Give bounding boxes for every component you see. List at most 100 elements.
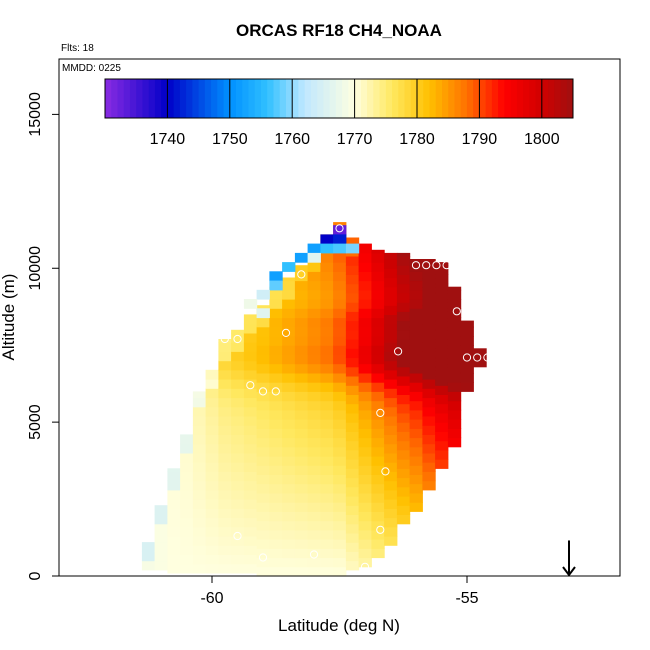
heatmap-cell [333, 446, 347, 457]
heatmap-cell [294, 446, 309, 457]
heatmap-cell [294, 391, 309, 402]
heatmap-cell [269, 391, 283, 402]
heatmap-cell [180, 554, 194, 565]
heatmap-cell [307, 566, 321, 577]
colorbar: 1740 1750 1760 1770 1780 1790 1800 [104, 78, 574, 148]
flight-point [376, 408, 385, 417]
colorbar-tick-label: 1760 [274, 131, 310, 148]
colorbar-frame [104, 78, 574, 119]
heatmap-cell [269, 382, 283, 392]
heatmap-cell [307, 539, 321, 549]
heatmap-cell [371, 437, 385, 448]
heatmap-cell [167, 526, 181, 537]
heatmap-cell [192, 452, 207, 463]
heatmap-cell [422, 406, 436, 417]
heatmap-cell [409, 326, 423, 337]
heatmap-cell [231, 425, 245, 435]
heatmap-cell [384, 277, 398, 288]
heatmap-cell [180, 480, 194, 491]
heatmap-cell [358, 456, 372, 466]
heatmap-cell [243, 563, 258, 574]
heatmap-cell [180, 452, 194, 463]
heatmap-cell [269, 372, 283, 383]
heatmap-cell [345, 385, 360, 395]
heatmap-cell [294, 428, 309, 439]
heatmap-cell [320, 299, 334, 309]
heatmap-cell [282, 456, 296, 466]
heatmap-cell [180, 499, 194, 509]
heatmap-cell [218, 379, 232, 389]
heatmap-cell [282, 437, 296, 448]
heatmap-cell [154, 532, 168, 543]
heatmap-cell [294, 326, 309, 337]
heatmap-cell [333, 548, 347, 559]
heatmap-cell [294, 539, 309, 549]
heatmap-cell [205, 397, 219, 408]
colorbar-segment [491, 79, 499, 118]
heatmap-cell [396, 329, 411, 340]
heatmap-cell [333, 262, 347, 272]
heatmap-cell [205, 554, 219, 565]
heatmap-cell [435, 311, 449, 322]
heatmap-cell [447, 308, 462, 319]
heatmap-cell [345, 412, 360, 423]
heatmap-cell [396, 311, 411, 322]
heatmap-cell [447, 437, 462, 448]
heatmap-cell [282, 299, 296, 309]
heatmap-cell [180, 462, 194, 472]
heatmap-cell [167, 563, 181, 574]
heatmap-cell [371, 382, 385, 392]
heatmap-cell [218, 406, 232, 417]
heatmap-cell [294, 317, 309, 328]
heatmap-cell [396, 459, 411, 469]
heatmap-cell [256, 465, 270, 475]
flight-point [360, 562, 370, 571]
heatmap-cell [371, 465, 385, 475]
heatmap-cell [282, 428, 296, 439]
colorbar-segment [298, 79, 306, 118]
colorbar-segment [423, 79, 430, 118]
heatmap-cell [320, 400, 334, 411]
heatmap-cell [218, 360, 232, 371]
heatmap-cell [396, 486, 411, 497]
heatmap-cell [180, 563, 194, 574]
heatmap-cell [333, 492, 347, 503]
heatmap-cell [154, 542, 168, 552]
heatmap-cell [256, 511, 270, 522]
heatmap-cell [320, 252, 334, 263]
heatmap-cell [371, 336, 385, 346]
heatmap-cell [422, 286, 436, 297]
heatmap-cell [447, 382, 462, 392]
heatmap-cell [333, 280, 347, 291]
heatmap-cell [384, 526, 398, 537]
heatmap-cell [243, 323, 258, 334]
heatmap-cell [218, 471, 232, 482]
heatmap-cell [384, 351, 398, 362]
heatmap-cell [269, 437, 283, 448]
heatmap-cell [409, 492, 423, 503]
heatmap-cell [282, 382, 296, 392]
heatmap-cell [384, 489, 398, 500]
heatmap-cell [358, 271, 372, 282]
heatmap-cell [307, 419, 321, 429]
heatmap-cell [333, 483, 347, 494]
colorbar-segment [273, 79, 281, 118]
colorbar-segment [142, 79, 150, 118]
heatmap-cell [358, 539, 372, 549]
heatmap-cell [371, 252, 385, 263]
heatmap-cell [422, 434, 436, 445]
heatmap-cell [320, 326, 334, 337]
heatmap-cell [460, 336, 474, 346]
heatmap-cell [192, 443, 207, 454]
colorbar-segment [435, 79, 443, 118]
heatmap-cell [358, 520, 372, 531]
heatmap-cell [269, 474, 283, 485]
heatmap-cell [371, 280, 385, 291]
heatmap-cell [371, 317, 385, 328]
heatmap-cell [422, 379, 436, 389]
heatmap-cell [218, 452, 232, 463]
heatmap-cell [345, 514, 360, 525]
heatmap-cell [384, 508, 398, 519]
heatmap-cell [154, 560, 168, 571]
